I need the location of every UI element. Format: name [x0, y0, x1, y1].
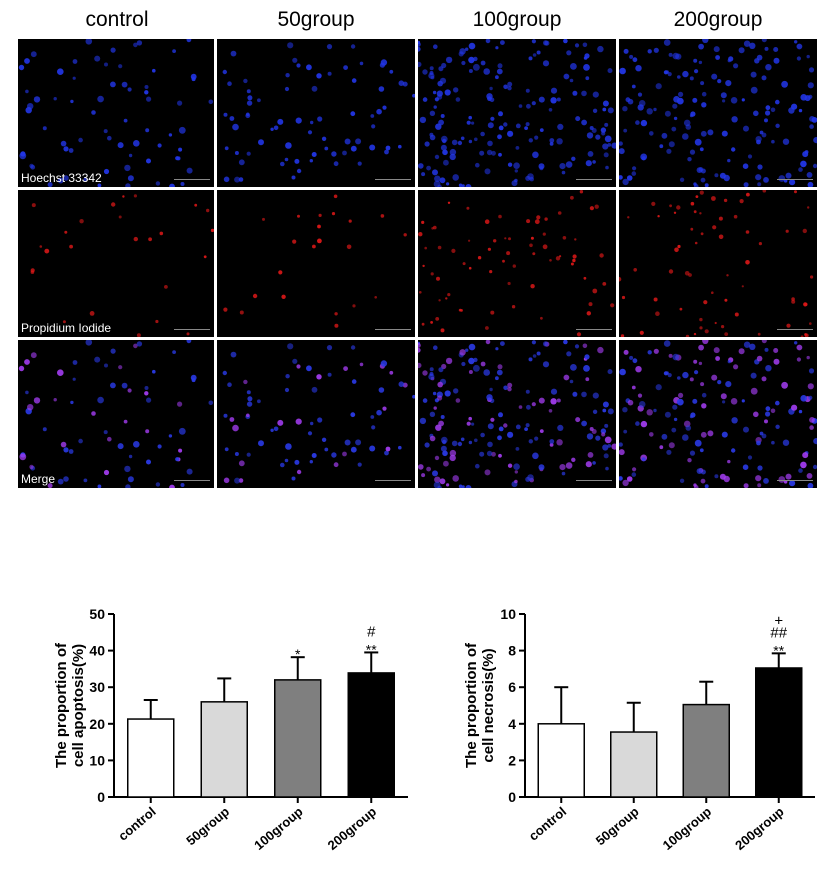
column-title-200group: 200group — [673, 8, 763, 31]
apoptosis-chart: 0 10 20 30 40 50 The proportion of cell apoptos… — [53, 606, 408, 853]
micrograph-merge-50group — [217, 340, 415, 488]
y-tick-label: 6 — [508, 679, 516, 695]
y-axis-label-line: cell apoptosis(%) — [70, 644, 87, 767]
scale-bar — [174, 480, 210, 484]
stain-label: Hoechst 33342 — [21, 171, 102, 185]
y-tick-label: 50 — [89, 606, 105, 622]
bar-50group — [610, 731, 658, 798]
significance-label: ** — [366, 641, 377, 657]
column-title-100group: 100group — [472, 8, 562, 31]
micrograph-hoechst-33342-200group — [619, 39, 817, 187]
scale-bar — [375, 179, 411, 183]
necrosis-chart: 0 2 4 6 8 10 The proportion of cell necrosis(%)… — [463, 606, 815, 853]
significance-label: * — [295, 646, 301, 662]
y-axis-label-line: The proportion of — [463, 642, 480, 768]
micrograph-hoechst-33342-control: Hoechst 33342 — [18, 39, 214, 187]
scale-bar — [375, 480, 411, 484]
scale-bar — [576, 329, 612, 333]
bar-100group — [274, 679, 322, 798]
micrograph-propidium-iodide-control: Propidium Iodide — [18, 190, 214, 337]
micrograph-merge-100group — [418, 340, 616, 488]
y-tick-label: 20 — [89, 716, 105, 732]
y-axis-label-line: The proportion of — [53, 642, 70, 768]
micrograph-propidium-iodide-200group — [619, 190, 817, 337]
scale-bar — [174, 179, 210, 183]
y-axis-label-line: cell necrosis(%) — [480, 648, 497, 762]
micrograph-merge-control: Merge — [18, 340, 214, 488]
scale-bar — [777, 480, 813, 484]
x-tick-label: control — [115, 804, 158, 844]
micrograph-propidium-iodide-100group — [418, 190, 616, 337]
micrograph-hoechst-33342-50group — [217, 39, 415, 187]
scale-bar — [174, 329, 210, 333]
y-tick-label: 40 — [89, 643, 105, 659]
scale-bar — [375, 329, 411, 333]
x-tick-label: 50group — [593, 804, 642, 848]
y-tick-label: 2 — [508, 752, 516, 768]
bar-50group — [200, 701, 248, 798]
x-tick-label: control — [526, 804, 569, 844]
y-tick-label: 10 — [89, 752, 105, 768]
y-axis-label: The proportion of cell necrosis(%) — [463, 642, 497, 768]
y-axis-label: The proportion of cell apoptosis(%) — [53, 642, 87, 768]
y-tick-label: 30 — [89, 679, 105, 695]
y-tick-label: 4 — [508, 716, 516, 732]
significance-label: ** — [773, 642, 784, 658]
stain-label: Merge — [21, 472, 56, 486]
column-title-control: control — [85, 8, 149, 31]
scale-bar — [576, 179, 612, 183]
scale-bar — [777, 179, 813, 183]
x-tick-label: 200group — [732, 804, 787, 853]
stain-label: Propidium Iodide — [21, 321, 112, 335]
scale-bar — [576, 480, 612, 484]
x-tick-label: 50group — [183, 804, 232, 848]
column-title-50group: 50group — [277, 8, 355, 31]
y-tick-label: 0 — [508, 789, 516, 805]
y-tick-label: 8 — [508, 643, 516, 659]
micrograph-propidium-iodide-50group — [217, 190, 415, 337]
significance-label: ## — [770, 624, 787, 641]
significance-label: + — [774, 612, 783, 629]
bar-200group — [755, 667, 803, 798]
micrograph-hoechst-33342-100group — [418, 39, 616, 187]
significance-label: # — [367, 623, 376, 640]
bar-control — [537, 723, 585, 798]
x-tick-label: 200group — [325, 804, 380, 853]
scale-bar — [777, 329, 813, 333]
bar-control — [127, 718, 175, 798]
y-tick-label: 0 — [97, 789, 105, 805]
bar-100group — [682, 703, 730, 798]
bar-200group — [347, 672, 395, 798]
y-tick-label: 10 — [500, 606, 516, 622]
x-tick-label: 100group — [251, 804, 306, 853]
x-tick-label: 100group — [660, 804, 715, 853]
micrograph-merge-200group — [619, 340, 817, 488]
